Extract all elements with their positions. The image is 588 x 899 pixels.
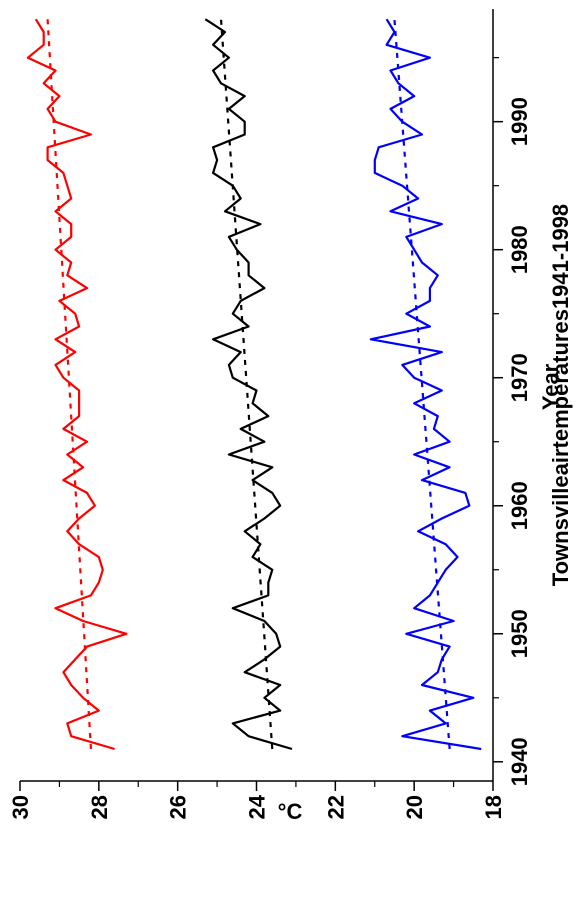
y-tick-label: 20 (402, 795, 427, 819)
y-ticks: 18 20 22 24 26 28 30 (8, 781, 506, 819)
y-tick-label: 26 (166, 795, 191, 819)
x-tick-label: 1960 (507, 481, 532, 530)
trend-line-1 (46, 19, 93, 750)
x-axis-label: Year (538, 363, 563, 410)
series-line-2 (204, 18, 293, 751)
x-tick-label: 1980 (507, 225, 532, 274)
x-tick-label: 1970 (507, 353, 532, 402)
y-tick-label: 18 (481, 795, 506, 819)
series-layer (26, 18, 482, 751)
y-axis-label: °C (278, 799, 303, 824)
trend-line-2 (219, 19, 274, 750)
y-tick-label: 30 (8, 795, 33, 819)
x-tick-label: 1940 (507, 737, 532, 786)
x-tick-label: 1990 (507, 97, 532, 146)
y-tick-label: 24 (245, 794, 270, 819)
series-line-3 (369, 18, 482, 751)
trend-line-3 (393, 19, 451, 750)
chart-title: Townsvilleairtemperatures1941-1998 (548, 204, 573, 586)
x-tick-label: 1950 (507, 609, 532, 658)
x-ticks: 1940 1950 1960 1970 1980 1990 (493, 57, 532, 786)
y-tick-label: 28 (87, 795, 112, 819)
series-line-1 (26, 18, 128, 751)
y-tick-label: 22 (323, 795, 348, 819)
